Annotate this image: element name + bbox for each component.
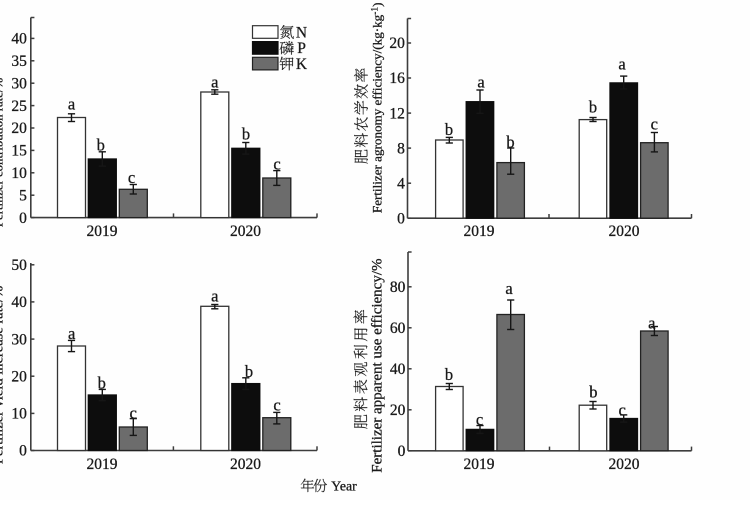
svg-text:20: 20 — [11, 120, 27, 137]
svg-text:8: 8 — [397, 140, 405, 157]
svg-text:40: 40 — [11, 294, 27, 311]
svg-text:10: 10 — [11, 406, 27, 423]
svg-text:Fertilizer yield increase rate: Fertilizer yield increase rate/% — [0, 286, 6, 464]
svg-text:a: a — [211, 287, 219, 306]
svg-text:Year: Year — [331, 479, 357, 494]
svg-text:4: 4 — [397, 175, 405, 192]
svg-text:2020: 2020 — [609, 223, 640, 240]
svg-text:30: 30 — [11, 331, 27, 348]
svg-text:c: c — [619, 401, 626, 420]
svg-text:Fertilizer contribution rate/%: Fertilizer contribution rate/% — [0, 78, 5, 228]
svg-text:b: b — [445, 365, 453, 384]
svg-text:a: a — [505, 279, 513, 298]
svg-text:c: c — [130, 403, 137, 422]
svg-text:c: c — [273, 395, 280, 414]
svg-text:15: 15 — [11, 143, 27, 160]
svg-text:P: P — [297, 40, 306, 57]
svg-text:a: a — [648, 314, 656, 333]
svg-text:60: 60 — [390, 320, 406, 337]
svg-text:2019: 2019 — [87, 223, 118, 240]
svg-text:2020: 2020 — [230, 456, 261, 473]
svg-text:40: 40 — [390, 361, 406, 378]
svg-text:25: 25 — [11, 98, 27, 115]
svg-text:c: c — [476, 410, 483, 429]
svg-text:Fertilizer agronomy efficiency: Fertilizer agronomy efficiency/(kg·kg-1) — [370, 3, 385, 214]
svg-text:0: 0 — [19, 210, 27, 227]
svg-text:a: a — [68, 324, 76, 343]
svg-text:c: c — [273, 154, 280, 173]
svg-text:K: K — [296, 56, 308, 73]
svg-text:b: b — [98, 373, 106, 392]
svg-text:0: 0 — [398, 443, 406, 460]
svg-text:20: 20 — [390, 402, 406, 419]
svg-text:Fertilizer apparent use effici: Fertilizer apparent use efficiency/% — [370, 258, 386, 472]
svg-text:10: 10 — [11, 165, 27, 182]
svg-text:16: 16 — [389, 70, 405, 87]
svg-text:a: a — [68, 95, 76, 114]
svg-text:2019: 2019 — [87, 456, 118, 473]
svg-text:20: 20 — [11, 368, 27, 385]
svg-text:35: 35 — [11, 53, 27, 70]
svg-text:b: b — [506, 133, 514, 152]
svg-text:2020: 2020 — [230, 223, 261, 240]
svg-text:b: b — [589, 98, 597, 117]
svg-text:a: a — [618, 55, 626, 74]
svg-text:80: 80 — [390, 279, 406, 296]
svg-text:a: a — [211, 73, 219, 92]
svg-text:0: 0 — [19, 443, 27, 460]
svg-text:50: 50 — [11, 257, 27, 274]
svg-text:30: 30 — [11, 75, 27, 92]
svg-text:c: c — [651, 115, 658, 134]
svg-text:12: 12 — [389, 105, 405, 122]
svg-text:a: a — [477, 72, 485, 91]
svg-text:b: b — [589, 383, 597, 402]
svg-text:2019: 2019 — [464, 223, 495, 240]
svg-text:b: b — [97, 135, 105, 154]
svg-text:b: b — [242, 125, 250, 144]
svg-text:2020: 2020 — [609, 456, 640, 473]
svg-text:5: 5 — [19, 187, 27, 204]
svg-text:0: 0 — [397, 210, 405, 227]
svg-text:b: b — [245, 362, 253, 381]
svg-text:40: 40 — [11, 31, 27, 48]
svg-text:20: 20 — [389, 35, 405, 52]
svg-text:N: N — [296, 24, 307, 41]
svg-text:c: c — [128, 168, 135, 187]
svg-text:2019: 2019 — [464, 456, 495, 473]
svg-text:b: b — [445, 120, 453, 139]
